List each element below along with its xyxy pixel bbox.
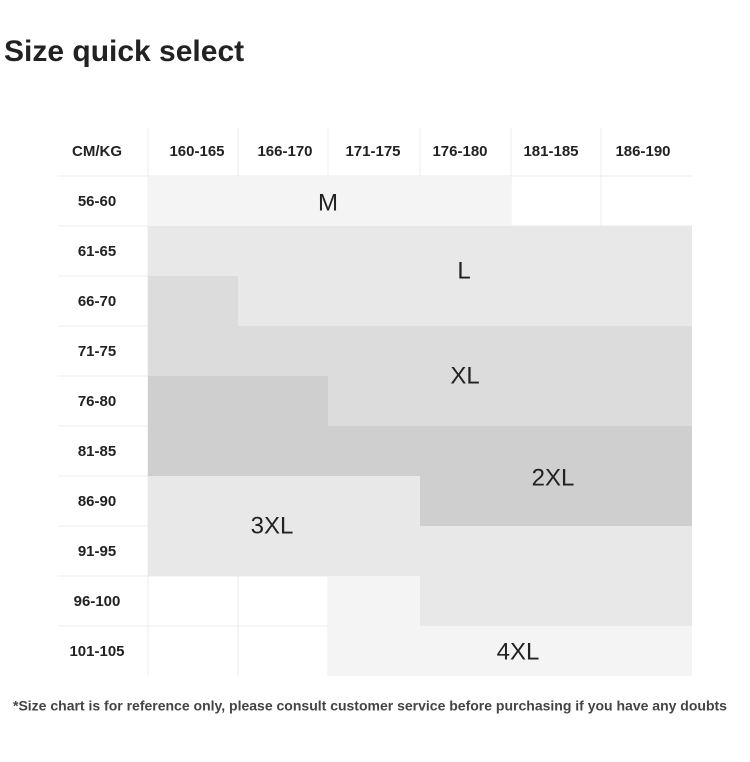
row-label: 56-60 <box>78 193 116 210</box>
page-title: Size quick select <box>4 35 244 68</box>
column-header: 176-180 <box>432 143 487 160</box>
size-label: 4XL <box>497 638 540 665</box>
size-regions <box>148 176 692 676</box>
row-label: 91-95 <box>78 543 116 560</box>
row-label: 81-85 <box>78 443 116 460</box>
column-header: 181-185 <box>523 143 578 160</box>
row-label: 61-65 <box>78 243 116 260</box>
row-label: 66-70 <box>78 293 116 310</box>
size-label: L <box>457 257 470 284</box>
row-label: 96-100 <box>74 593 121 610</box>
size-label: M <box>318 189 338 216</box>
column-header: 160-165 <box>169 143 224 160</box>
corner-label: CM/KG <box>72 143 122 160</box>
column-header: 171-175 <box>345 143 400 160</box>
footnote: *Size chart is for reference only, pleas… <box>13 698 727 714</box>
size-label: 3XL <box>251 512 294 539</box>
row-label: 86-90 <box>78 493 116 510</box>
size-label: 2XL <box>532 464 575 491</box>
row-label: 76-80 <box>78 393 116 410</box>
row-labels: 56-60 61-65 66-70 71-75 76-80 81-85 86-9… <box>69 193 124 660</box>
size-label: XL <box>450 362 479 389</box>
size-labels: M L XL 2XL 3XL 4XL <box>251 189 575 665</box>
column-header: 186-190 <box>615 143 670 160</box>
column-header: 166-170 <box>257 143 312 160</box>
row-label: 71-75 <box>78 343 116 360</box>
header-row: CM/KG 160-165 166-170 171-175 176-180 18… <box>72 143 671 160</box>
row-label: 101-105 <box>69 643 124 660</box>
